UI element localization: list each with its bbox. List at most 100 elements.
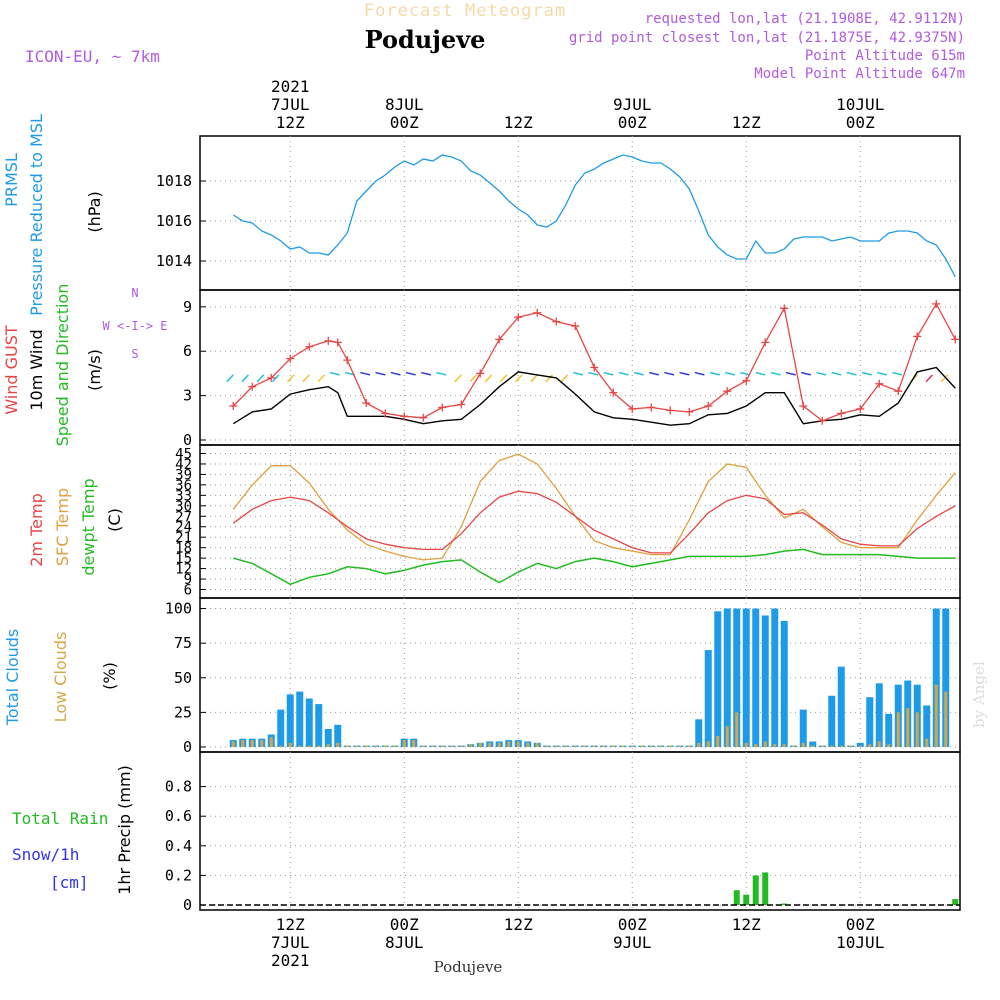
low-cloud-bar (336, 742, 340, 747)
top-time-label: 00Z (846, 113, 875, 132)
gust-marker (951, 335, 960, 344)
low-cloud-bar (526, 742, 530, 747)
top-time-label: 12Z (504, 113, 533, 132)
total-cloud-bar (942, 608, 950, 747)
bottom-time-label: 12Z (732, 915, 761, 934)
panel-frame (199, 135, 961, 291)
wind-direction-arrow (302, 374, 310, 383)
wind-direction-arrow (725, 371, 736, 376)
snow-unit-label: [cm] (50, 873, 89, 892)
wind-direction-arrow (694, 371, 705, 376)
gust-marker (780, 304, 789, 313)
total-cloud-bar (296, 691, 304, 747)
y-tick-label: 30 (175, 499, 192, 515)
gust-marker (533, 308, 542, 317)
low-cloud-bar (621, 745, 625, 747)
low-cloud-bar (364, 745, 368, 747)
low-cloud-bar (830, 745, 834, 747)
total-cloud-bar (771, 608, 779, 747)
wind-direction-arrow (603, 371, 614, 376)
gust-marker (761, 338, 770, 347)
low-cloud-bar (877, 741, 881, 747)
gust-marker (609, 388, 618, 397)
wind-direction-arrow (892, 371, 903, 376)
total-cloud-bar (923, 705, 931, 747)
low-cloud-bar (317, 745, 321, 747)
low-cloud-bar (858, 745, 862, 747)
pressure-label: PRMSL (2, 153, 21, 207)
wind-direction-arrow (801, 371, 812, 376)
wind-direction-arrow (877, 371, 888, 376)
gust-marker (723, 387, 732, 396)
low-cloud-bar (934, 684, 938, 747)
gust-marker (248, 382, 257, 391)
y-tick-label: 21 (175, 530, 192, 546)
low-cloud-bar (697, 742, 701, 747)
wind-direction-arrow (360, 371, 371, 376)
low-cloud-bar (630, 745, 634, 747)
y-tick-label: 0 (183, 738, 192, 756)
low-cloud-bar (298, 745, 302, 747)
y-tick-label: 0 (183, 896, 192, 914)
low-cloud-bar (849, 745, 853, 747)
gust-marker (286, 354, 295, 363)
y-tick-label: 42 (175, 457, 192, 473)
wind-direction-arrow (329, 371, 340, 376)
low-cloud-bar (583, 745, 587, 747)
gust-marker (837, 409, 846, 418)
total-cloud-bar (334, 724, 342, 747)
low-cloud-bar (564, 745, 568, 747)
gridpoint-location: grid point closest lon,lat (21.1875E, 42… (569, 30, 965, 46)
time-axis: 202120217JUL12Z12Z7JUL8JUL00Z00Z8JUL12Z1… (271, 77, 884, 970)
rain-bar (762, 872, 769, 905)
gust-marker (875, 379, 884, 388)
gust-marker (343, 356, 352, 365)
wind-direction-arrow (831, 371, 842, 376)
low-cloud-bar (611, 745, 615, 747)
low-cloud-bar (735, 712, 739, 747)
total-cloud-bar (752, 608, 760, 747)
gust-marker (932, 299, 941, 308)
dewpt-label: dewpt Temp (79, 478, 98, 575)
wind-direction-arrow (785, 371, 796, 376)
low-cloud-bar (440, 745, 444, 747)
wind-direction-arrow (375, 371, 386, 376)
low-cloud-bar (459, 745, 463, 747)
total-cloud-bar (695, 719, 703, 747)
footer-location: Podujeve (434, 958, 503, 976)
gust-marker (419, 413, 428, 422)
pressure-line (232, 154, 956, 278)
header: Forecast Meteogram Podujeve ICON-EU, ~ 7… (25, 1, 988, 976)
sfc-temp-label: SFC Temp (53, 488, 72, 566)
y-tick-label: 6 (184, 583, 192, 599)
bottom-time-label: 12Z (276, 915, 305, 934)
low-cloud-bar (269, 737, 273, 747)
low-cloud-bar (478, 742, 482, 747)
gust-marker (894, 387, 903, 396)
rain-bar (733, 890, 740, 905)
total-cloud-bar (733, 608, 741, 747)
wind-direction-arrow (618, 371, 629, 376)
y-tick-label: 15 (175, 551, 192, 567)
total-cloud-bar (723, 608, 731, 747)
total-cloud-bar (885, 713, 893, 747)
low-cloud-bar (915, 712, 919, 747)
rain-bar (752, 875, 759, 905)
wind-direction-arrow (241, 374, 249, 383)
y-tick-label: 18 (175, 541, 192, 557)
top-time-label: 8JUL (385, 95, 424, 114)
gust-marker (495, 335, 504, 344)
total-cloud-bar (305, 698, 313, 747)
rain-bar (781, 903, 788, 905)
total-cloud-bar (704, 650, 712, 747)
low-cloud-bar (545, 745, 549, 747)
low-cloud-bar (640, 745, 644, 747)
low-cloud-bar (279, 745, 283, 747)
y-tick-label: 12 (175, 562, 192, 578)
low-cloud-bar (497, 742, 501, 747)
low-cloud-bar (944, 691, 948, 747)
y-tick-label: 9 (184, 572, 192, 588)
bottom-time-label: 7JUL (271, 933, 310, 952)
low-cloud-bar (801, 742, 805, 747)
